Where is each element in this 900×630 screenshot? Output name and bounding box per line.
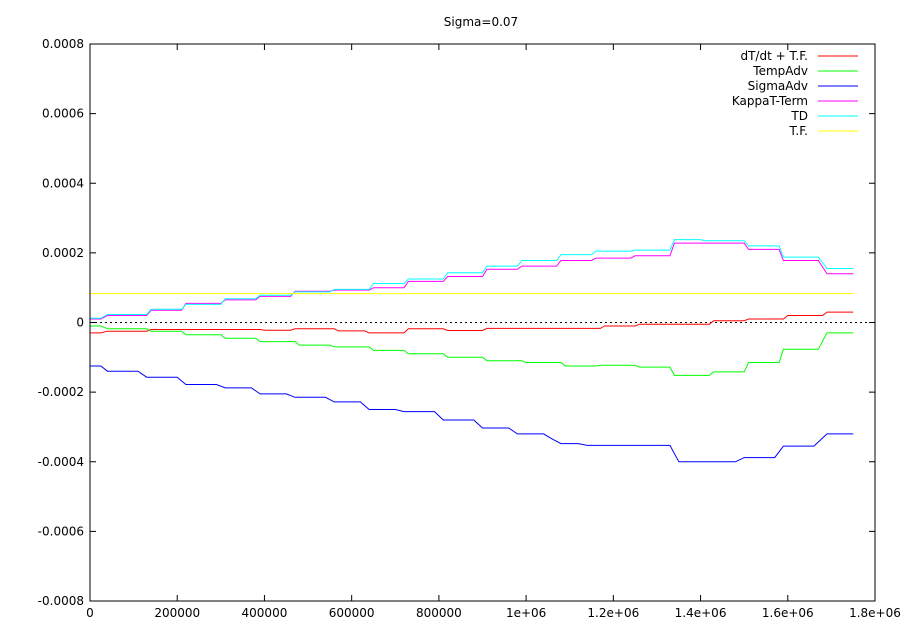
y-tick-label: -0.0002 xyxy=(38,385,84,399)
axis-ticks: 0.0008 0.0006 0.0004 0.0002 0 -0.0002 -0.0004 -… xyxy=(38,37,900,620)
series-line-0 xyxy=(90,311,854,334)
x-tick-label: 1.2e+06 xyxy=(587,606,639,620)
legend-label: TD xyxy=(790,109,808,123)
y-tick-label: -0.0006 xyxy=(38,524,84,538)
x-tick-label: 1.6e+06 xyxy=(762,606,814,620)
x-tick-label: 400000 xyxy=(242,606,288,620)
plot-frame xyxy=(89,43,876,602)
chart-title: Sigma=0.07 xyxy=(444,15,518,29)
x-tick-label: 600000 xyxy=(329,606,375,620)
legend-label: TempAdv xyxy=(752,64,808,78)
series-line-3 xyxy=(90,242,854,320)
series-line-2 xyxy=(90,365,854,463)
x-tick-label: 1.4e+06 xyxy=(675,606,727,620)
y-tick-label: 0.0004 xyxy=(42,176,84,190)
legend-label: SigmaAdv xyxy=(748,79,808,93)
legend: dT/dt + T.F.TempAdvSigmaAdvKappaT-TermTD… xyxy=(732,49,858,138)
x-tick-label: 0 xyxy=(86,606,94,620)
legend-label: dT/dt + T.F. xyxy=(740,49,808,63)
y-tick-label: 0.0008 xyxy=(42,37,84,51)
y-tick-label: 0 xyxy=(76,316,84,330)
series-line-1 xyxy=(90,325,854,376)
legend-label: KappaT-Term xyxy=(732,94,808,108)
x-tick-label: 1.8e+06 xyxy=(849,606,900,620)
legend-label: T.F. xyxy=(788,124,808,138)
x-tick-label: 200000 xyxy=(154,606,200,620)
plot-lines xyxy=(90,239,875,463)
y-tick-label: -0.0004 xyxy=(38,455,84,469)
series-line-4 xyxy=(90,239,854,319)
y-tick-label: 0.0006 xyxy=(42,107,84,121)
y-tick-label: -0.0008 xyxy=(38,594,84,608)
x-tick-label: 1e+06 xyxy=(506,606,546,620)
x-tick-label: 800000 xyxy=(416,606,462,620)
y-tick-label: 0.0002 xyxy=(42,246,84,260)
